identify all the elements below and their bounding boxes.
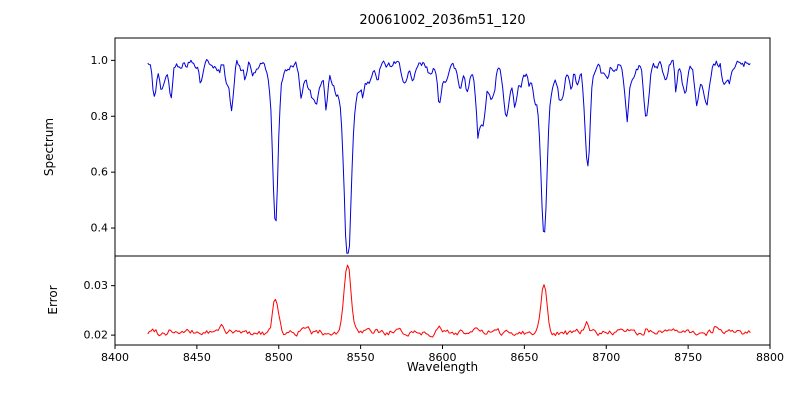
x-tick-label: 8800: [756, 351, 784, 364]
x-tick-label: 8750: [674, 351, 702, 364]
error-line: [147, 264, 751, 338]
y-axis-label-spectrum: Spectrum: [42, 117, 56, 177]
x-axis-label: Wavelength: [406, 360, 479, 374]
spectrum-panel-border: [114, 37, 771, 257]
y-axis-label-error: Error: [46, 285, 60, 315]
y-tick-label: 0.6: [91, 166, 109, 179]
x-tick-label: 8600: [429, 351, 457, 364]
x-tick-label: 8650: [510, 351, 538, 364]
x-tick-label: 8500: [265, 351, 293, 364]
chart-title: 20061002_2036m51_120: [359, 13, 526, 28]
y-tick-label: 0.03: [84, 279, 109, 292]
y-tick-label: 0.02: [84, 329, 109, 342]
spectrum-line: [147, 58, 751, 254]
x-tick-label: 8400: [101, 351, 129, 364]
y-tick-label: 1.0: [91, 54, 109, 67]
y-tick-label: 0.4: [91, 222, 109, 235]
x-tick-label: 8550: [347, 351, 375, 364]
x-tick-label: 8700: [592, 351, 620, 364]
x-tick-label: 8450: [183, 351, 211, 364]
y-tick-label: 0.8: [91, 110, 109, 123]
